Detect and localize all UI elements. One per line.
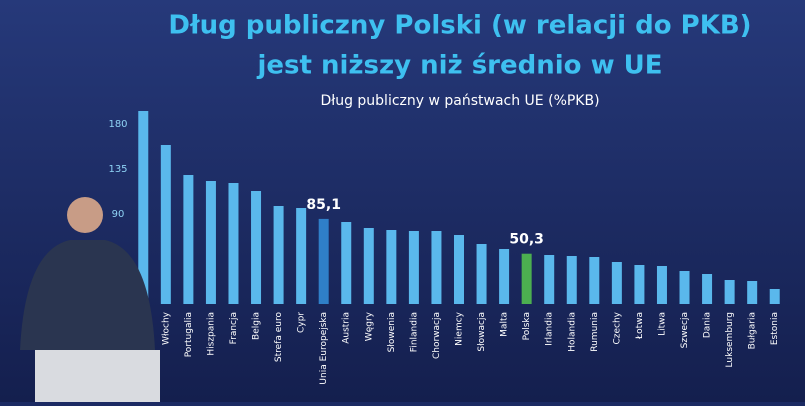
bar — [205, 181, 216, 304]
x-tick-label: Austria — [342, 312, 352, 344]
x-tick-label: Dania — [703, 312, 713, 338]
bar — [521, 253, 532, 304]
speaker-head — [67, 197, 103, 233]
bar — [431, 231, 442, 304]
bar — [679, 271, 690, 304]
x-tick-label: Unia Europejska — [319, 312, 329, 385]
bar — [611, 262, 622, 304]
chart-title: Dług publiczny Polski (w relacji do PKB) — [168, 11, 751, 41]
bar — [341, 222, 352, 304]
bar — [634, 265, 645, 304]
chart-subtitle: Dług publiczny w państwach UE (%PKB) — [320, 93, 599, 109]
bar — [747, 281, 758, 304]
bar — [273, 206, 284, 304]
x-tick-label: Strefa euro — [274, 312, 284, 363]
x-tick-label: Niemcy — [455, 311, 465, 345]
bar — [138, 111, 149, 304]
x-tick-label: Malta — [500, 312, 510, 337]
bar — [499, 249, 510, 304]
value-label: 50,3 — [509, 232, 544, 248]
x-tick-label: Włochy — [161, 311, 171, 345]
bar — [408, 231, 419, 304]
x-tick-label: Cypr — [297, 312, 307, 333]
bar — [724, 280, 735, 304]
chart-title: jest niższy niż średnio w UE — [256, 51, 662, 81]
x-tick-label: Słowenia — [387, 312, 397, 352]
x-tick-label: Łotwa — [635, 312, 645, 340]
bar — [769, 289, 780, 304]
x-tick-label: Czechy — [612, 311, 622, 344]
bar — [183, 175, 194, 304]
bar — [702, 274, 713, 304]
x-tick-label: Chorwacja — [432, 312, 442, 359]
x-tick-label: Francja — [229, 312, 239, 344]
x-tick-label: Estonia — [770, 312, 780, 345]
bar — [566, 256, 577, 304]
x-tick-label: Polska — [522, 312, 532, 340]
x-tick-label: Węgry — [364, 311, 374, 341]
bar — [363, 228, 374, 304]
y-tick-label: 90 — [112, 209, 125, 220]
bar — [544, 255, 555, 304]
lectern — [35, 350, 160, 402]
y-tick-label: 180 — [108, 119, 127, 130]
x-tick-label: Słowacja — [477, 312, 487, 352]
bar — [656, 266, 667, 304]
x-tick-label: Szwecja — [680, 312, 690, 348]
x-tick-label: Luksemburg — [725, 312, 735, 367]
bar — [454, 235, 464, 304]
bar — [476, 244, 487, 304]
x-tick-label: Bułgaria — [748, 312, 758, 349]
x-tick-label: Litwa — [657, 312, 667, 336]
bar — [296, 208, 307, 304]
bar — [160, 145, 171, 304]
x-tick-label: Belgia — [252, 312, 262, 340]
x-tick-label: Holandia — [567, 312, 577, 352]
plot-area: 4590135180GrecjaWłochyPortugaliaHiszpani… — [108, 111, 780, 385]
x-tick-label: Portugalia — [184, 312, 194, 357]
bar — [589, 257, 600, 304]
bar — [318, 218, 329, 304]
y-tick-label: 135 — [108, 164, 127, 175]
bar — [386, 230, 397, 304]
x-tick-label: Rumunia — [590, 312, 600, 352]
value-label: 85,1 — [306, 197, 341, 213]
bar — [228, 183, 239, 304]
x-tick-label: Finlandia — [409, 312, 419, 352]
x-tick-label: Hiszpania — [206, 312, 216, 356]
bar — [251, 191, 262, 304]
speaker — [20, 240, 155, 350]
x-tick-label: Irlandia — [545, 312, 555, 346]
